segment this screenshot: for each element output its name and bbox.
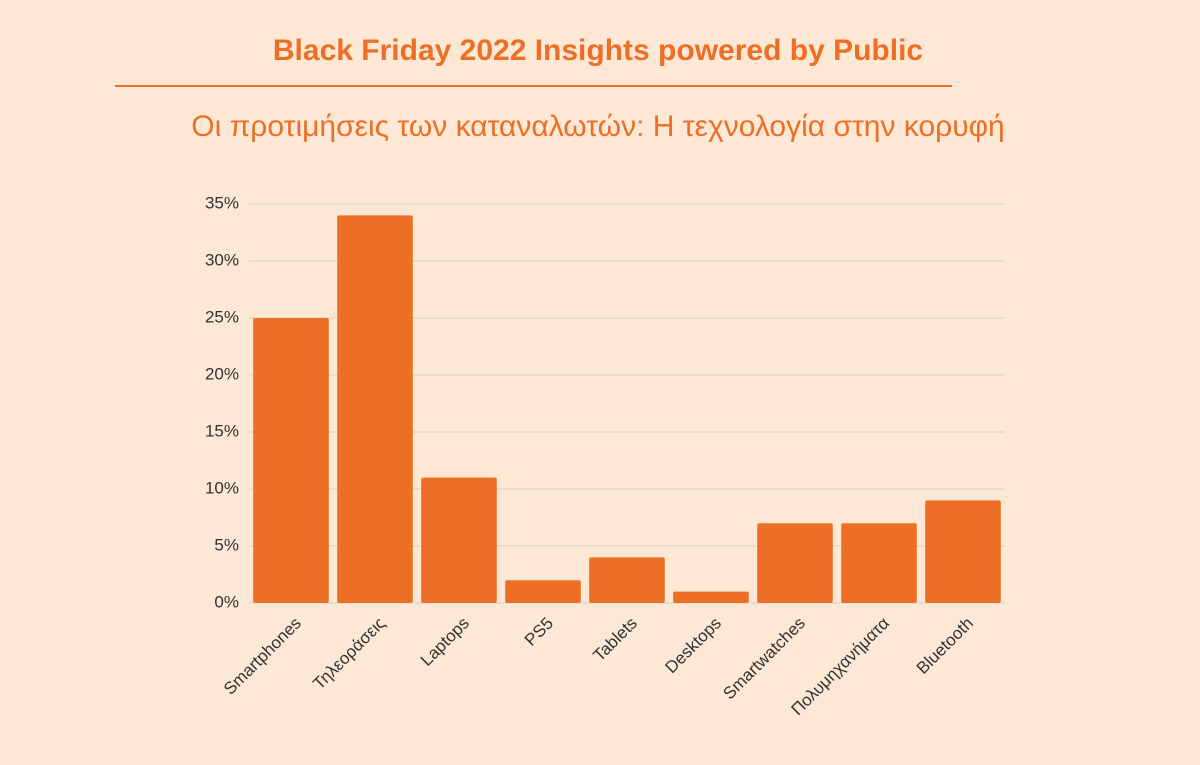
chart-title: Black Friday 2022 Insights powered by Pu… bbox=[273, 34, 923, 67]
y-tick-label: 35% bbox=[205, 193, 239, 212]
bar bbox=[757, 523, 833, 603]
y-tick-label: 5% bbox=[214, 535, 239, 554]
bar bbox=[505, 580, 581, 603]
bar bbox=[925, 500, 1001, 603]
y-tick-label: 10% bbox=[205, 478, 239, 497]
bar bbox=[421, 477, 497, 603]
chart-subtitle: Οι προτιμήσεις των καταναλωτών: Η τεχνολ… bbox=[191, 110, 1005, 143]
y-tick-label: 20% bbox=[205, 364, 239, 383]
bar bbox=[589, 557, 665, 603]
bar bbox=[253, 318, 329, 603]
bar bbox=[337, 215, 413, 603]
y-tick-label: 25% bbox=[205, 307, 239, 326]
y-tick-label: 15% bbox=[205, 421, 239, 440]
bar bbox=[841, 523, 917, 603]
y-tick-label: 0% bbox=[214, 592, 239, 611]
y-tick-label: 30% bbox=[205, 250, 239, 269]
bar bbox=[673, 591, 749, 603]
